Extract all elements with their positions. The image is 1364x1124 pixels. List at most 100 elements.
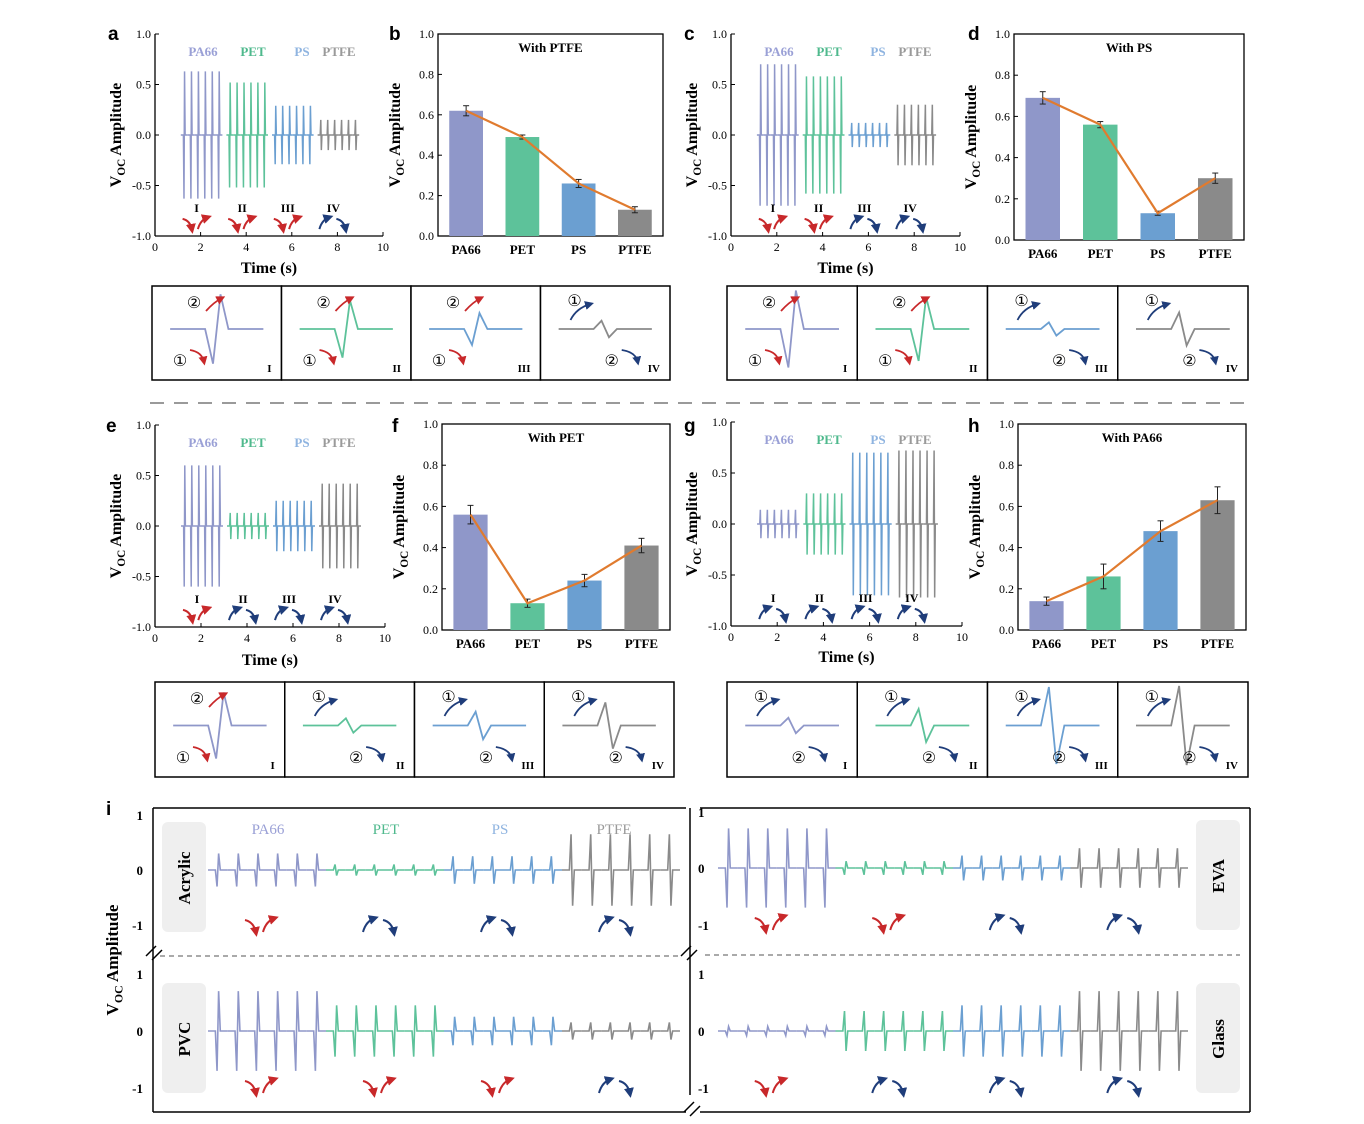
panel-a-ylabel-v: V [108, 175, 125, 187]
panel-b-ytick-label: 0.0 [419, 229, 434, 243]
panel-h-title: With PA66 [1102, 430, 1163, 445]
panel-f-category-PS: PS [577, 636, 592, 651]
panel-c-stage-II-up-arrow-icon [818, 214, 834, 230]
panel-g-ytick-label: 0.5 [712, 466, 727, 480]
panel-e-pulse-PET [227, 512, 234, 540]
panel-c-stage-II-down-arrow-icon [804, 217, 818, 234]
panel-i-Glass-ytick-label: 1 [698, 967, 705, 982]
detail-a-step-one-icon: ① [302, 353, 316, 370]
panel-a-stage-III-down-arrow-icon [273, 217, 287, 234]
panel-b-ylabel-rest: Amplitude [387, 83, 404, 159]
panel-d-category-PTFE: PTFE [1199, 246, 1232, 261]
detail-c-step-two-icon: ② [1052, 353, 1066, 370]
panel-c-xtick-label: 8 [911, 240, 917, 254]
panel-i-Acrylic-PA66-down-arrow-icon [244, 919, 260, 937]
panel-g-pulse-PA66 [771, 509, 779, 539]
panel-i-PVC-pulse-PA66 [208, 991, 228, 1071]
detail-a-down-arrow-icon [448, 349, 467, 366]
panel-g-pulse-PA66 [764, 509, 772, 539]
panel-e-ylabel-sub: OC [116, 550, 128, 567]
panel-b-trend-line [465, 109, 636, 211]
panel-c-legend-PET: PET [816, 44, 842, 59]
detail-e-label-I: I [270, 760, 274, 772]
panel-a-legend-PA66: PA66 [188, 44, 218, 59]
detail-c-step-two-icon: ② [1182, 353, 1196, 370]
panel-e-pulse-PET [248, 512, 255, 540]
panel-i-Glass-PS-down-arrow-icon [1009, 1080, 1025, 1098]
panel-a-pulse-PS [306, 105, 314, 165]
panel-h-bar-PS [1143, 531, 1178, 630]
detail-e-step-two-icon: ② [479, 750, 493, 767]
panel-i-Acrylic-tag [162, 822, 206, 932]
detail-c-step-two-icon: ② [892, 295, 906, 312]
detail-a-label-I: I [267, 363, 271, 375]
panel-d-category-PET: PET [1088, 246, 1114, 261]
panel-h-ytick-label: 0.2 [999, 582, 1014, 596]
panel-i-EVA-pulse-PTFE [1129, 848, 1149, 888]
panel-a-xtick-label: 0 [152, 240, 158, 254]
panel-i-Acrylic-pulse-PS [542, 856, 562, 884]
panel-c-xtick-label: 0 [728, 240, 734, 254]
detail-g-waveform-PA66 [745, 716, 840, 735]
panel-i-Acrylic-pulse-PA66 [227, 853, 248, 887]
panel-d-ylabel-v: V [963, 177, 980, 189]
panel-e-xtick-label: 4 [244, 631, 250, 645]
panel-g-xtick-label: 2 [774, 630, 780, 644]
panel-i-Glass-pulse-PA66 [776, 1023, 797, 1039]
panel-a-xtick-label: 10 [377, 240, 389, 254]
panel-a-xtick-label: 8 [334, 240, 340, 254]
panel-c-xtick-label: 4 [820, 240, 826, 254]
detail-c-up-arrow-icon [1146, 301, 1172, 321]
panel-c-pulse-PTFE [901, 104, 909, 166]
detail-e-down-arrow-icon [625, 746, 645, 763]
panel-f-category-PET: PET [515, 636, 541, 651]
panel-g-pulse-PS [884, 452, 892, 596]
panel-i-EVA-pulse-PA66 [737, 828, 758, 908]
panel-i-EVA-pulse-PS [953, 855, 973, 881]
panel-g-stage-II: II [815, 591, 825, 605]
detail-g-down-arrow-icon [1069, 746, 1089, 763]
panel-c-stage-I-down-arrow-icon [758, 217, 772, 234]
detail-a-box-IV [539, 285, 671, 381]
panel-d-ytick-label: 1.0 [995, 27, 1010, 41]
panel-c-pulse-PA66 [770, 64, 778, 206]
panel-i-ylabel: VOC Amplitude [103, 904, 125, 1015]
detail-g-step-one-icon: ① [754, 689, 768, 706]
detail-g-box-I [726, 681, 858, 778]
panel-i-Glass-pulse-PTFE [1090, 991, 1110, 1071]
panel-i-ylabel-v: V [103, 1002, 122, 1015]
panel-letter-f: f [392, 416, 399, 437]
panel-d-ytick-label: 0.0 [995, 233, 1010, 247]
panel-a-ylabel-sub: OC [116, 159, 128, 176]
panel-i-legend-PS: PS [492, 822, 509, 838]
detail-c-up-arrow-icon [780, 296, 801, 312]
panel-e-pulse-PS [280, 500, 287, 552]
panel-g-pulse-PA66 [785, 509, 793, 539]
panel-i-PVC-pulse-PS [444, 1016, 464, 1046]
panel-a-stage-IV-up-arrow-icon [318, 214, 334, 230]
panel-g-stage-III: III [859, 591, 873, 605]
panel-i-Acrylic-pulse-PTFE [601, 834, 621, 906]
detail-e-down-arrow-icon [495, 746, 516, 763]
detail-c-down-arrow-icon [1199, 349, 1219, 366]
panel-c-legend-PS: PS [870, 44, 885, 59]
panel-i-PVC-pulse-PS [483, 1016, 503, 1046]
detail-a-waveform-PTFE [558, 319, 652, 339]
panel-c-xtick-label: 10 [954, 240, 966, 254]
panel-i-EVA-pulse-PET [913, 861, 934, 875]
panel-g-xtick-label: 0 [728, 630, 734, 644]
detail-c-waveform-PTFE [1135, 309, 1230, 349]
panel-d-ytick-label: 0.2 [995, 192, 1010, 206]
detail-e-down-arrow-icon [192, 746, 211, 763]
detail-g-step-two-icon: ② [922, 750, 936, 767]
panel-h-ytick-label: 1.0 [999, 417, 1014, 431]
panel-g-xtick-label: 8 [913, 630, 919, 644]
panel-c-legend-PTFE: PTFE [898, 44, 931, 59]
panel-b-ytick-label: 0.8 [419, 67, 434, 81]
panel-g-pulse-PET [817, 493, 825, 555]
panel-d-ylabel-sub: OC [971, 161, 983, 178]
panel-i-Acrylic-PTFE-up-arrow-icon [598, 915, 615, 933]
panel-a-ytick-label: -0.5 [132, 179, 151, 193]
panel-b-category-PTFE: PTFE [618, 242, 651, 257]
panel-i-PVC-pulse-PTFE [581, 1022, 602, 1040]
